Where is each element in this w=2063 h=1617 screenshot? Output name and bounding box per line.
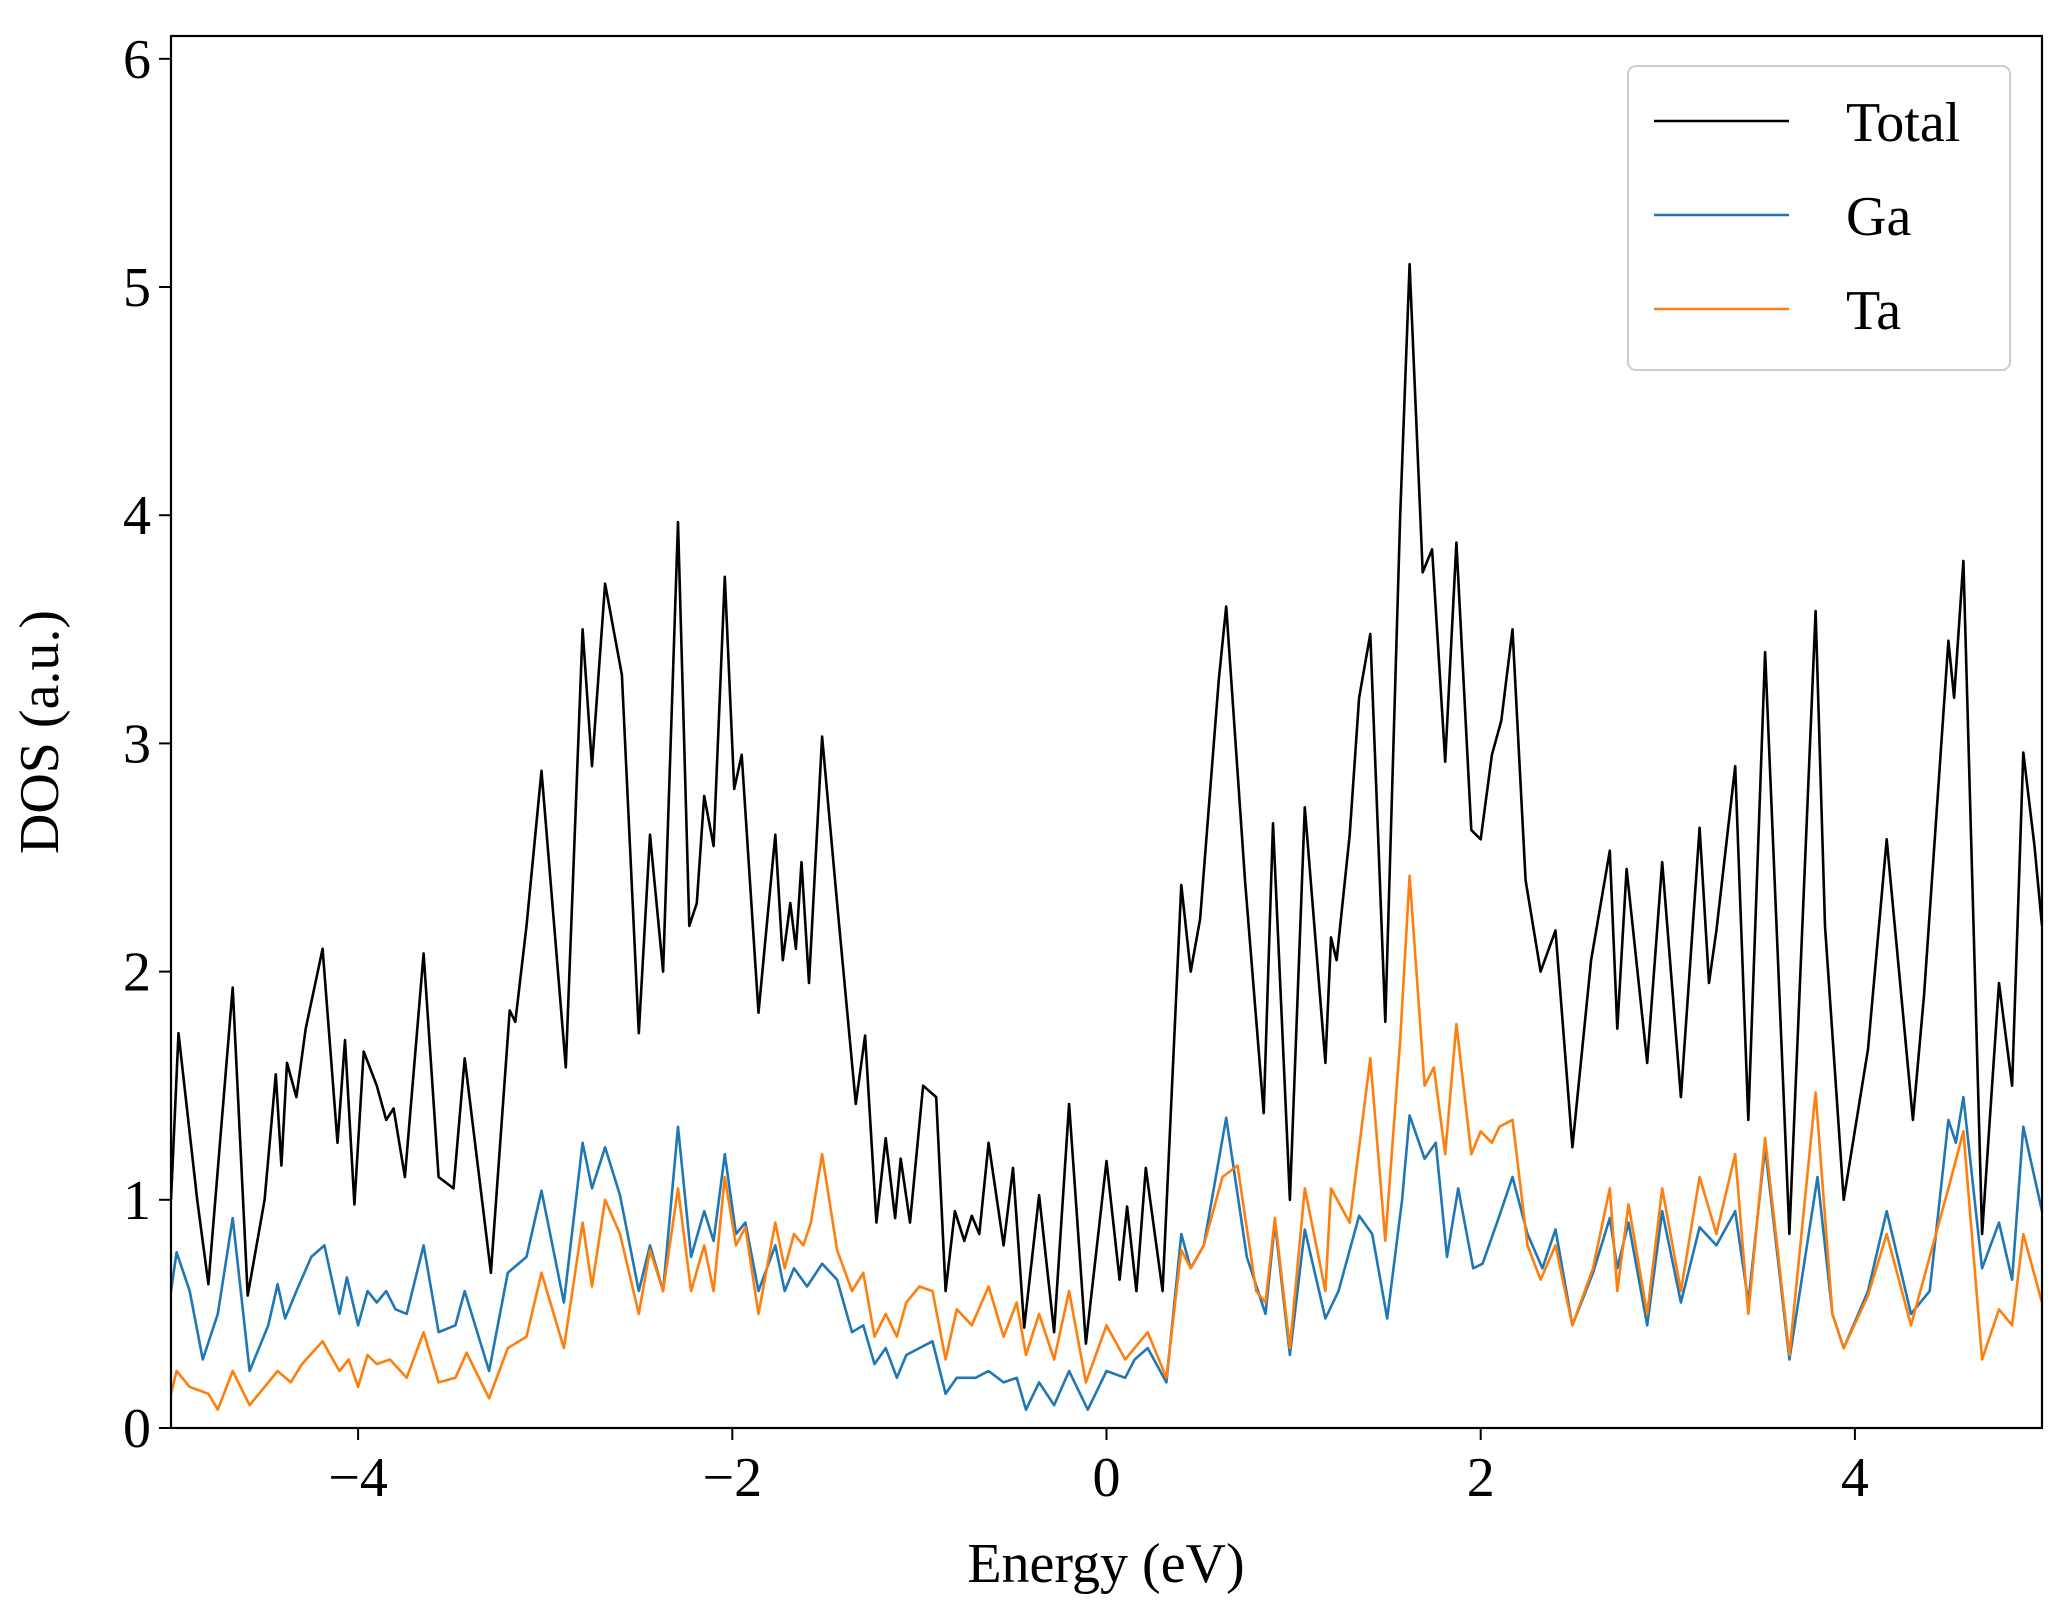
y-tick-label: 2	[123, 942, 151, 1004]
x-tick-label: 4	[1841, 1447, 1869, 1509]
y-tick-label: 0	[123, 1398, 151, 1460]
y-tick-label: 3	[123, 713, 151, 775]
legend-label: Total	[1846, 92, 1960, 154]
plot-frame	[169, 34, 2044, 1430]
y-tick-label: 6	[123, 29, 151, 91]
x-tick-label: 2	[1467, 1447, 1495, 1509]
y-axis-label: DOS (a.u.)	[9, 610, 71, 854]
x-tick-label: −4	[328, 1447, 388, 1509]
y-tick-label: 4	[123, 485, 151, 547]
legend-label: Ga	[1846, 186, 1911, 248]
x-axis-label: Energy (eV)	[967, 1533, 1244, 1595]
series-line	[171, 874, 2042, 1411]
y-tick-label: 5	[123, 257, 151, 319]
legend-box	[1627, 65, 2011, 371]
legend-label: Ta	[1846, 280, 1901, 342]
y-tick-label: 1	[123, 1170, 151, 1232]
series-line	[171, 262, 2042, 1345]
x-tick-label: −2	[703, 1447, 763, 1509]
x-tick-label: 0	[1093, 1447, 1121, 1509]
series-line	[171, 1095, 2042, 1411]
